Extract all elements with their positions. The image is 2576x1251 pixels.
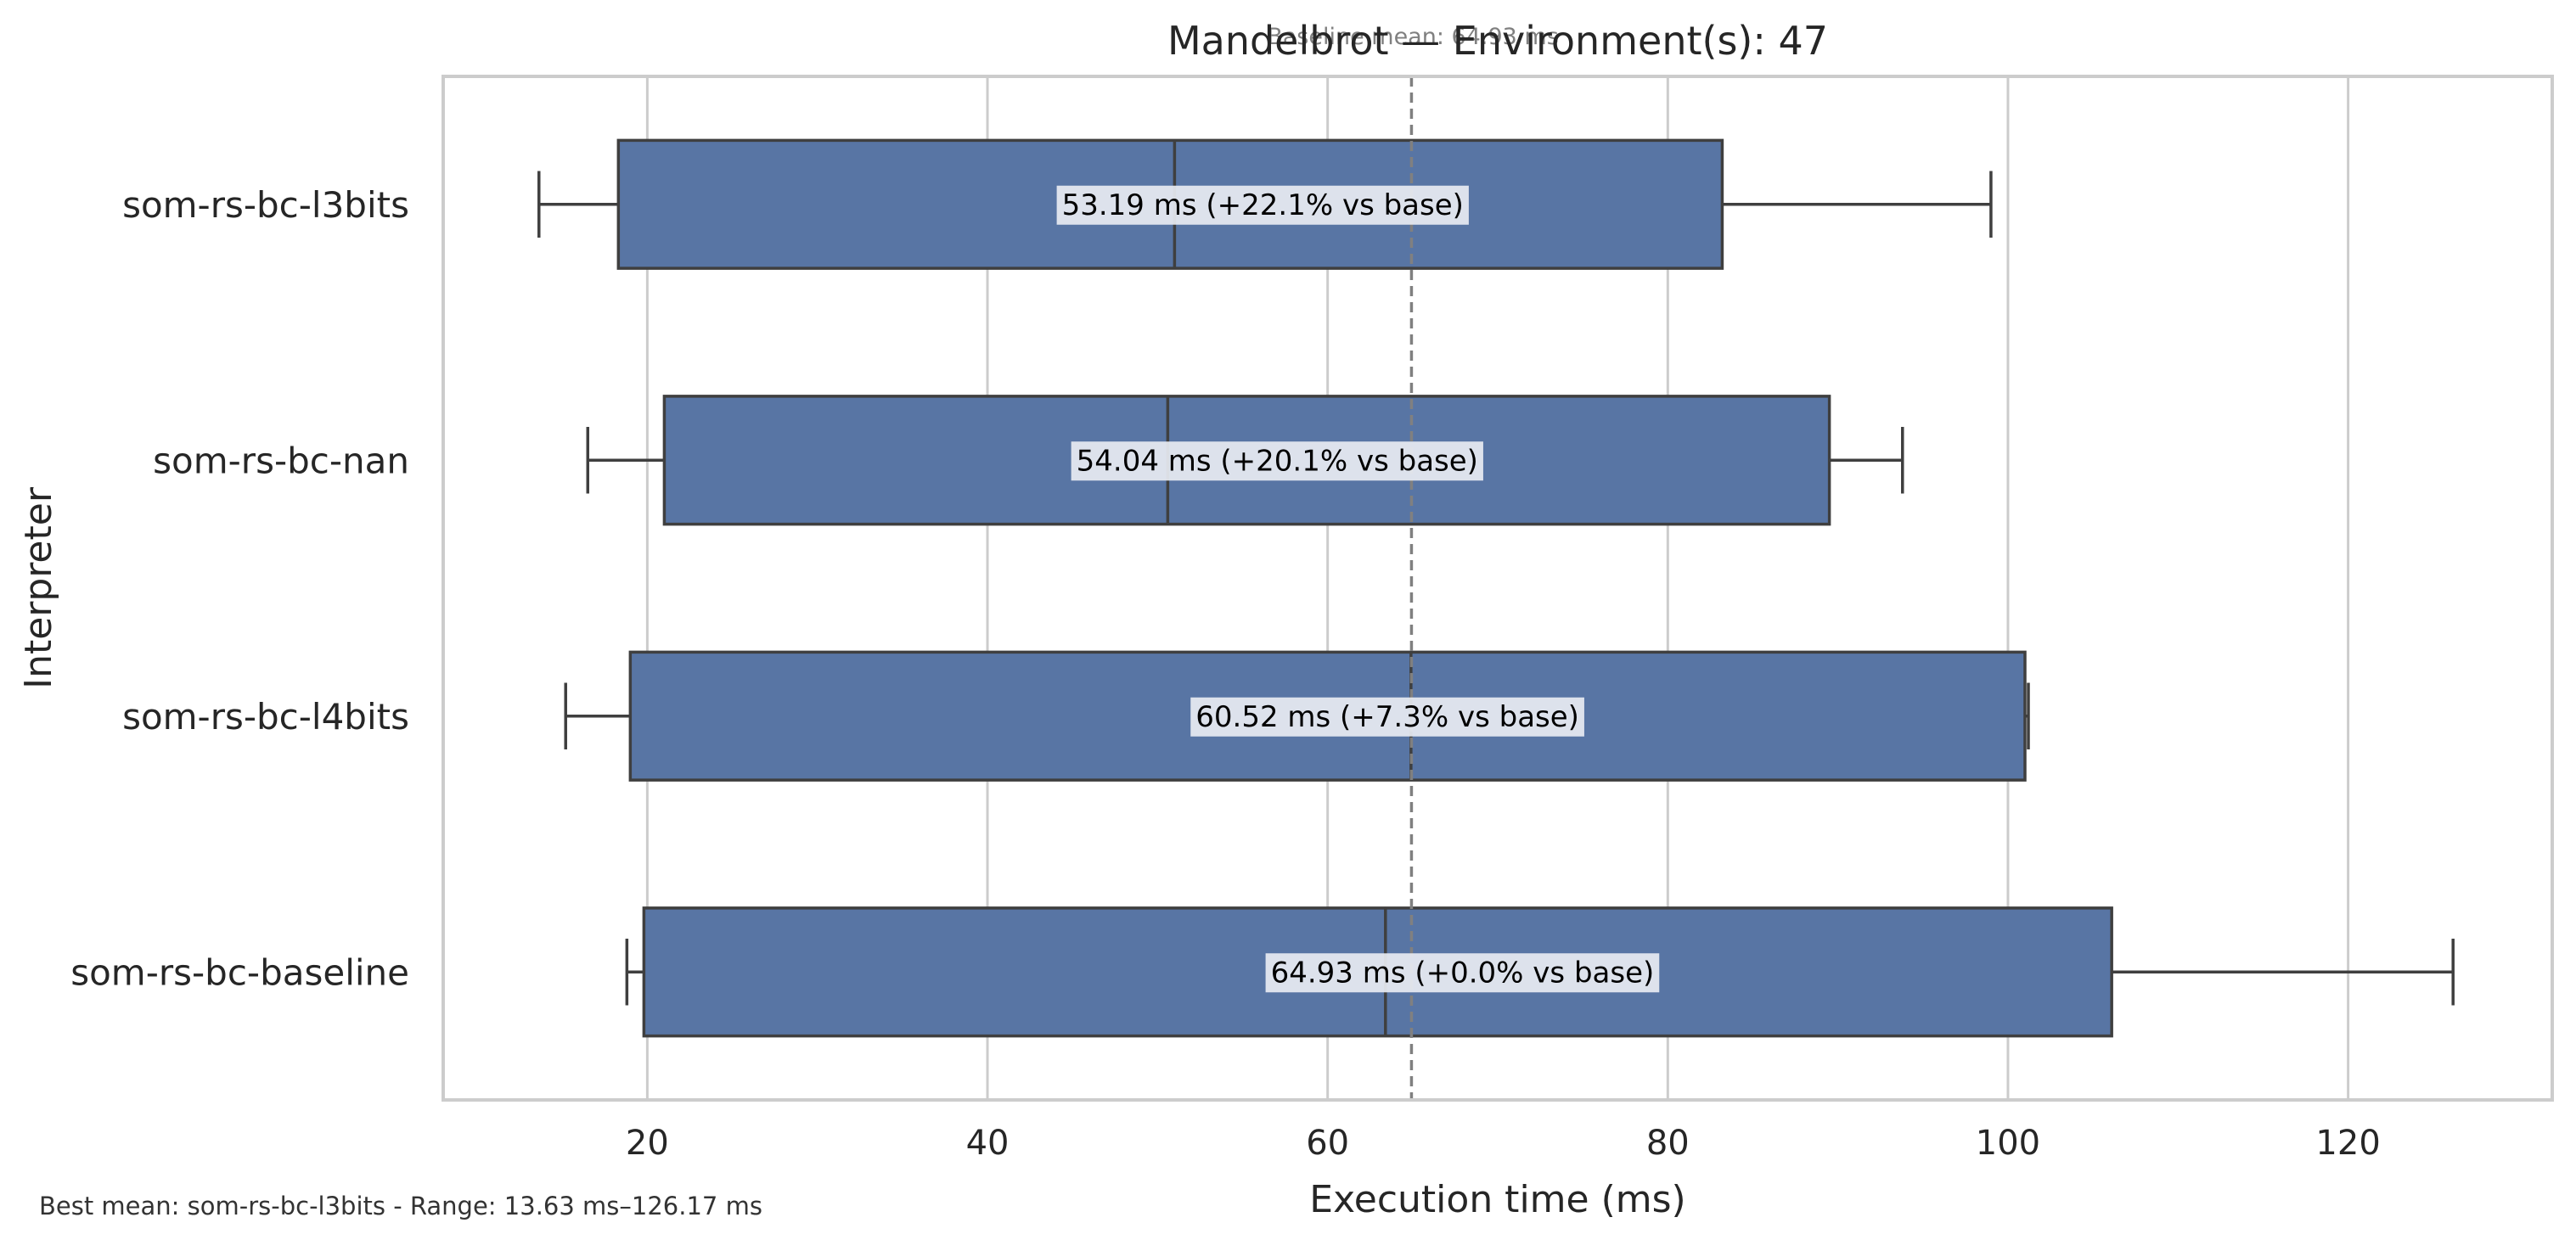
y-axis-ticks: som-rs-bc-l3bits som-rs-bc-nan som-rs-bc-l… bbox=[70, 184, 409, 994]
mean-label-background bbox=[1056, 185, 1469, 225]
mean-label: 64.93 ms (+0.0% vs base) bbox=[1271, 956, 1655, 990]
y-tick-label: som-rs-bc-l3bits bbox=[122, 184, 409, 226]
x-tick-label: 40 bbox=[966, 1124, 1010, 1163]
box-plot-series bbox=[537, 138, 2455, 1038]
footer-note: Best mean: som-rs-bc-l3bits - Range: 13.… bbox=[39, 1192, 762, 1220]
x-axis-label: Execution time (ms) bbox=[1309, 1178, 1685, 1221]
y-tick-label: som-rs-bc-baseline bbox=[70, 951, 409, 993]
mean-label-background bbox=[1265, 953, 1660, 993]
mean-labels: 53.19 ms (+22.1% vs base) 54.04 ms (+20.1… bbox=[1056, 185, 1660, 993]
chart-subtitle: Baseline mean: 64.93 ms bbox=[1267, 24, 1559, 50]
plot-frame bbox=[442, 75, 2554, 1102]
y-tick-label: som-rs-bc-nan bbox=[153, 440, 409, 481]
x-tick-label: 20 bbox=[626, 1124, 669, 1163]
mean-label: 53.19 ms (+22.1% vs base) bbox=[1062, 188, 1464, 222]
mean-label: 54.04 ms (+20.1% vs base) bbox=[1077, 444, 1478, 478]
x-tick-label: 120 bbox=[2315, 1124, 2380, 1163]
mean-label-group: 64.93 ms (+0.0% vs base) bbox=[1265, 953, 1660, 993]
x-axis-ticks: 20 40 60 80 100 120 bbox=[626, 1124, 2381, 1163]
mean-label-group: 54.04 ms (+20.1% vs base) bbox=[1071, 441, 1483, 481]
mean-label: 60.52 ms (+7.3% vs base) bbox=[1195, 700, 1579, 734]
x-tick-label: 100 bbox=[1976, 1124, 2040, 1163]
mean-label-group: 60.52 ms (+7.3% vs base) bbox=[1190, 697, 1584, 737]
mean-label-background bbox=[1071, 441, 1483, 481]
y-axis-label: Interpreter bbox=[17, 486, 60, 689]
mean-label-group: 53.19 ms (+22.1% vs base) bbox=[1056, 185, 1469, 225]
x-tick-label: 60 bbox=[1306, 1124, 1349, 1163]
mean-label-background bbox=[1190, 697, 1584, 737]
y-tick-label: som-rs-bc-l4bits bbox=[122, 696, 409, 738]
x-tick-label: 80 bbox=[1646, 1124, 1690, 1163]
chart-title: Mandelbrot — Environment(s): 47 bbox=[1167, 18, 1828, 64]
